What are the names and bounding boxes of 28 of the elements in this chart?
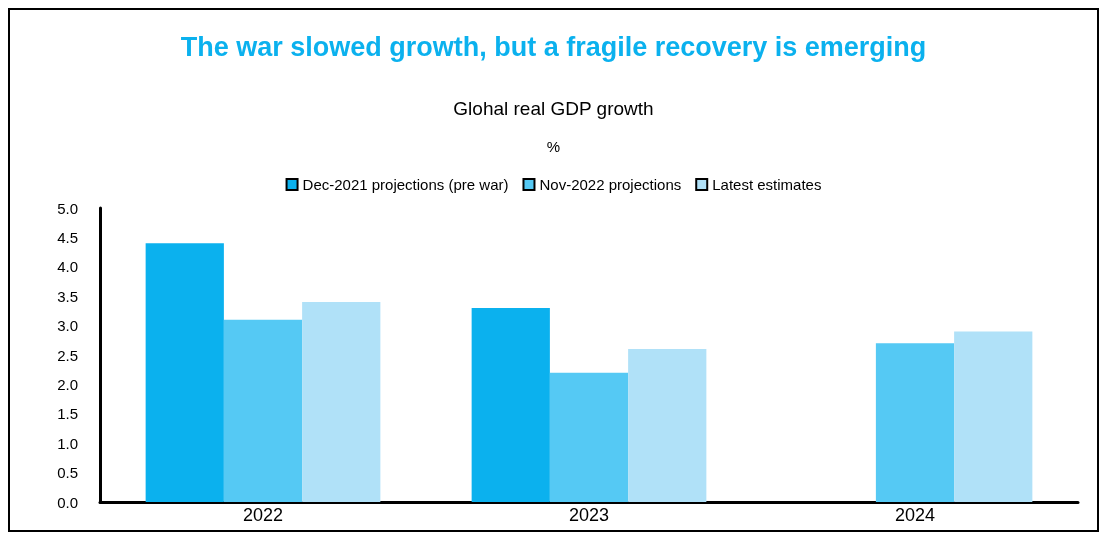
bar [628,349,707,502]
y-tick-label: 3.0 [57,317,78,335]
y-tick-label: 2.0 [57,375,78,393]
y-tick-label: 2.5 [57,346,78,364]
y-tick-label: 0.0 [57,493,78,511]
bar [302,302,381,502]
bar [223,319,303,502]
bar [549,372,629,502]
y-tick-label: 1.0 [57,434,78,452]
chart-title: The war slowed growth, but a fragile recovery is emerging [180,31,927,62]
legend-label: Dec-2021 projections (pre war) [302,176,509,193]
legend-label: Latest estimates [712,176,822,193]
y-axis-title: % [546,138,561,155]
bar [954,331,1033,502]
bar [471,307,550,502]
bar [145,243,224,502]
bar [875,343,955,502]
y-tick-label: 1.5 [57,405,78,423]
y-tick-label: 3.5 [57,287,78,305]
legend-label: Nov-2022 projections [539,176,682,193]
x-tick-label: 2024 [894,505,936,525]
y-tick-label: 4.5 [57,228,78,246]
chart-subtitle: Glohal real GDP growth [453,98,654,119]
y-tick-label: 0.5 [57,464,78,482]
y-tick-label: 4.0 [57,258,78,276]
x-tick-label: 2022 [242,505,284,525]
x-tick-label: 2023 [568,505,610,525]
y-tick-label: 5.0 [57,199,78,217]
